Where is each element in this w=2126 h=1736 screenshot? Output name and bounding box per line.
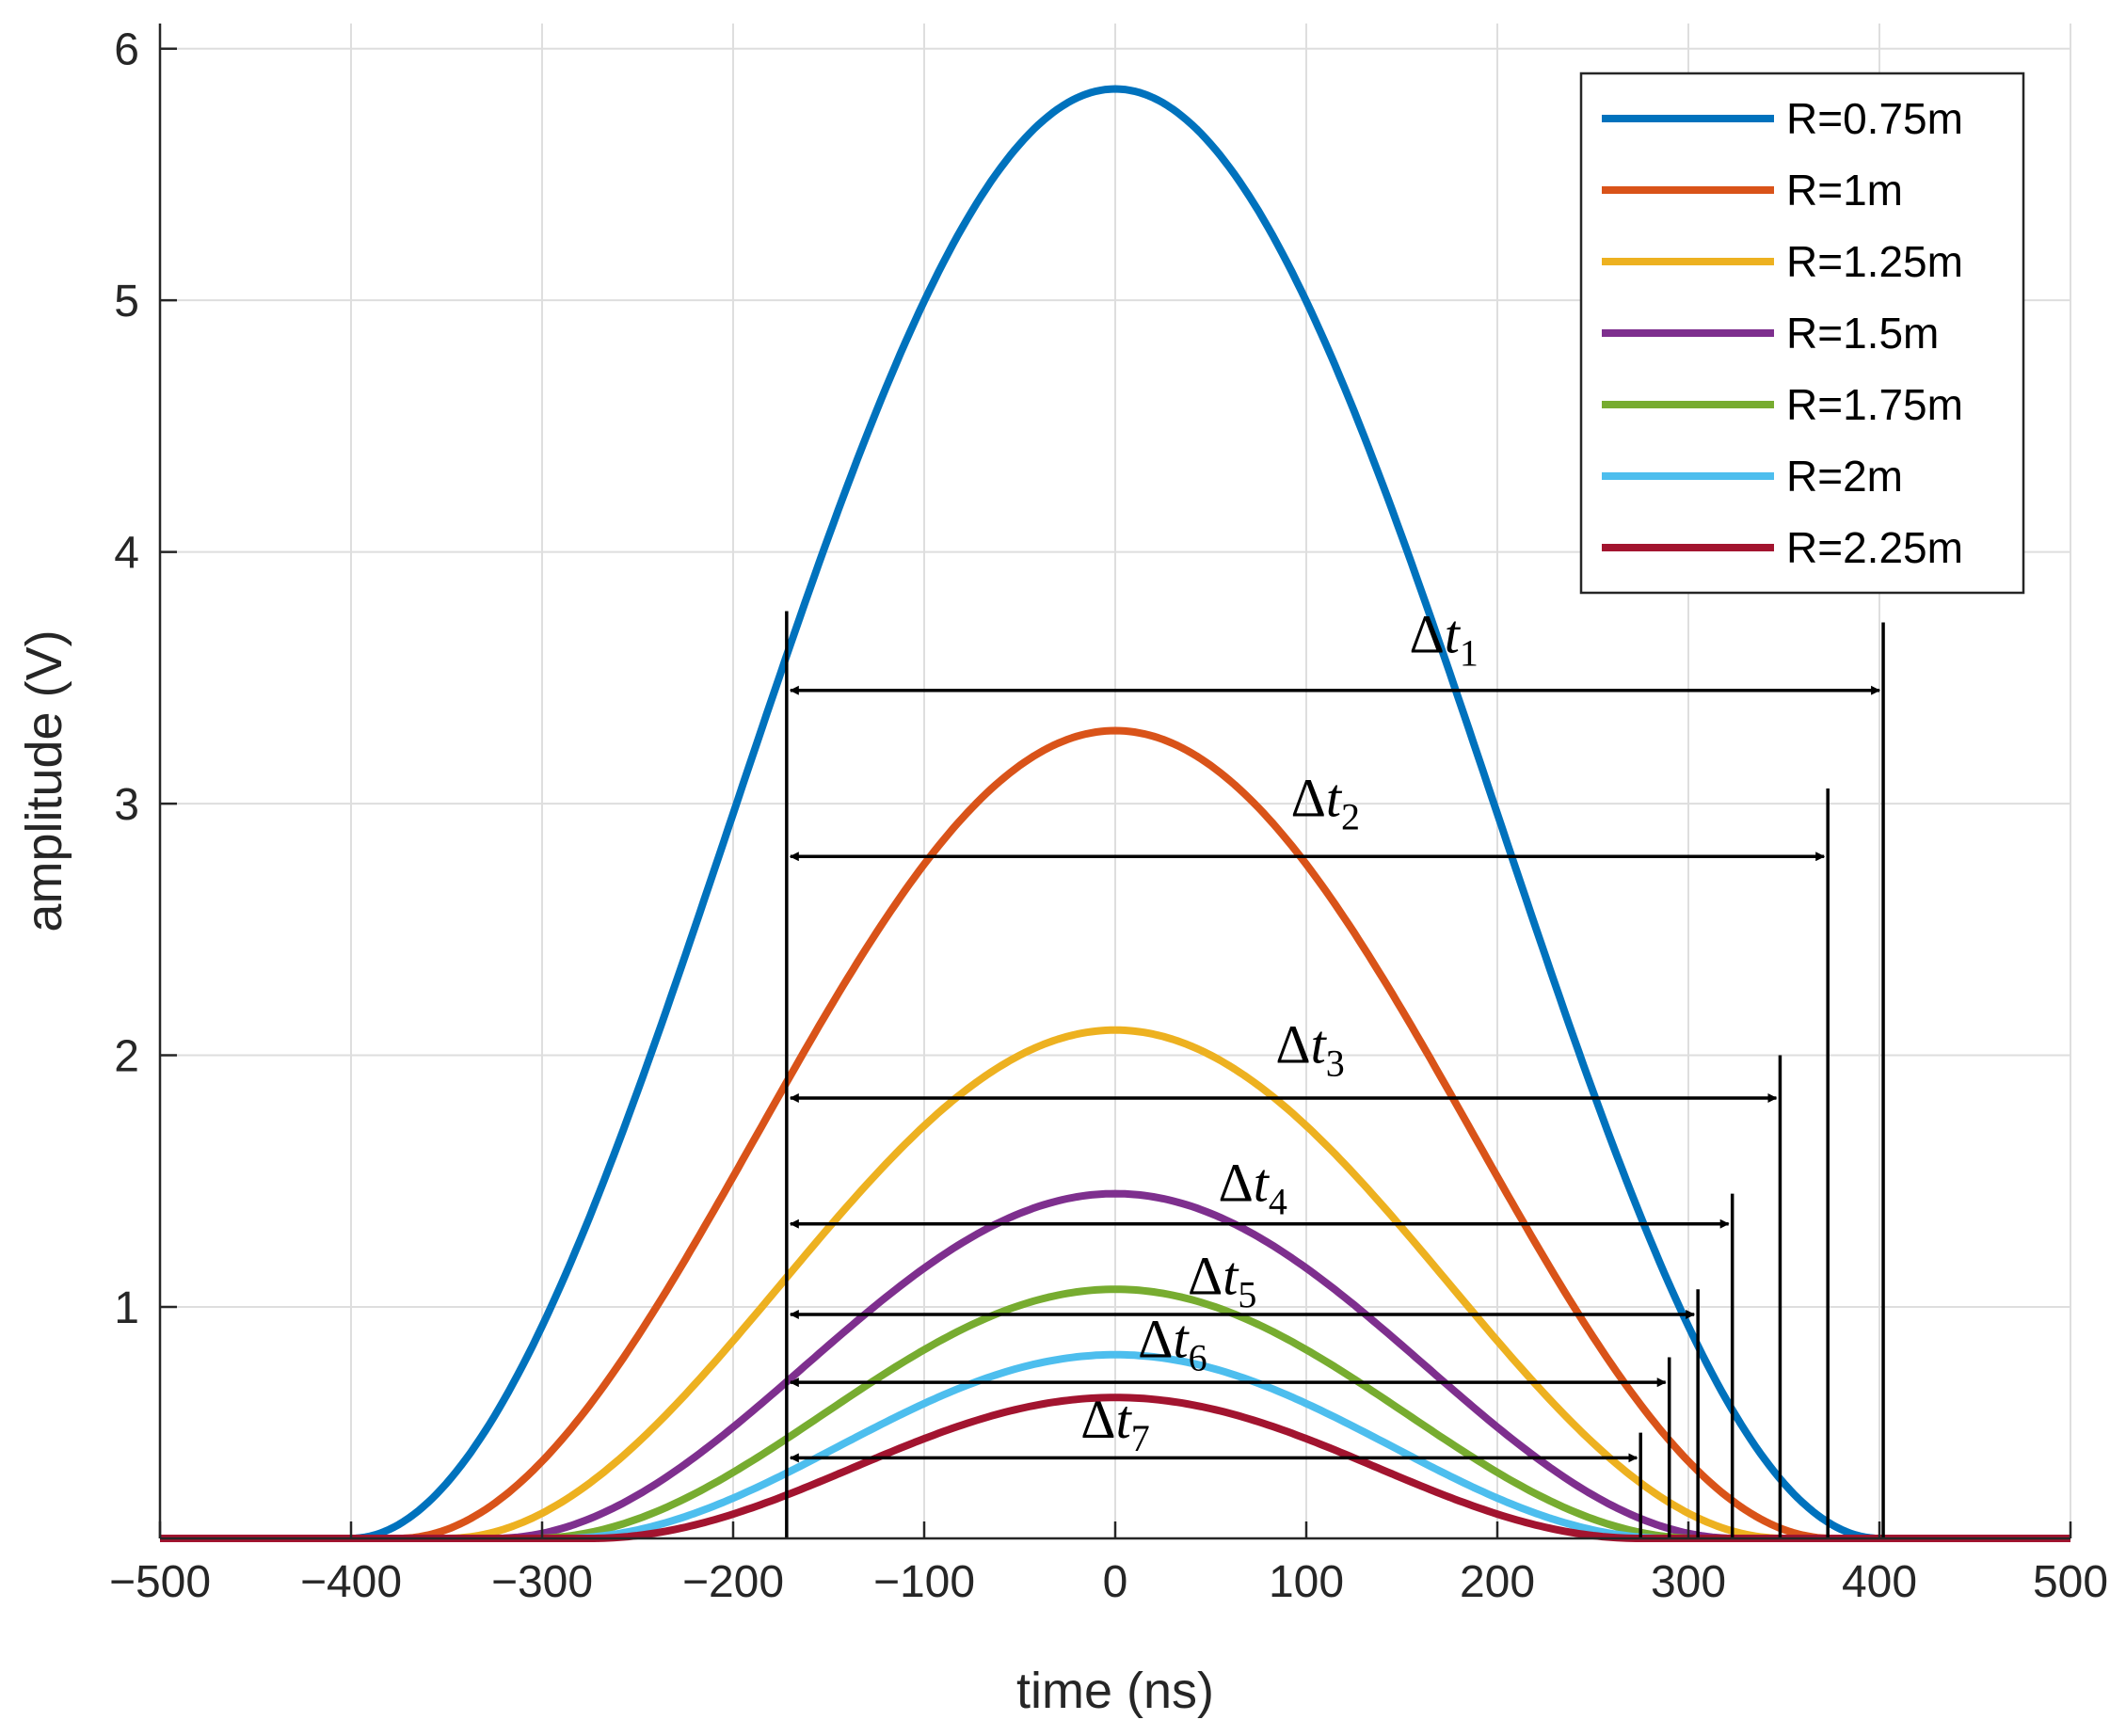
- axes: [158, 24, 2072, 1540]
- dt5-label: Δt5: [1188, 1246, 1256, 1316]
- dt7-label: Δt7: [1080, 1389, 1149, 1459]
- y-axis-label: amplitude (V): [16, 629, 72, 932]
- y-tick-label: 1: [114, 1283, 139, 1333]
- x-tick-label: 400: [1842, 1557, 1917, 1607]
- legend-label-7: R=2.25m: [1786, 523, 1963, 572]
- dt3-label: Δt3: [1275, 1014, 1344, 1085]
- dt2-label: Δt2: [1291, 767, 1360, 837]
- legend: R=0.75m R=1m R=1.25m R=1.5m R=1.75m R=2m R=2.2…: [1579, 72, 2025, 595]
- tick-labels: −500 −400 −300 −200 −100 0 100 200 300 400 500 1 2 3 4…: [109, 25, 2108, 1607]
- x-tick-label: −300: [491, 1557, 593, 1607]
- x-tick-label: 100: [1269, 1557, 1344, 1607]
- legend-label-4: R=1.5m: [1786, 309, 1939, 358]
- x-tick-label: −400: [300, 1557, 402, 1607]
- dt1-label: Δt1: [1409, 604, 1478, 675]
- x-tick-label: −500: [109, 1557, 211, 1607]
- legend-label-6: R=2m: [1786, 452, 1903, 501]
- y-tick-label: 2: [114, 1032, 139, 1082]
- x-tick-label: 0: [1103, 1557, 1128, 1607]
- x-tick-label: 300: [1651, 1557, 1726, 1607]
- y-tick-label: 3: [114, 780, 139, 830]
- dt4-label: Δt4: [1218, 1153, 1287, 1223]
- x-tick-label: 500: [2033, 1557, 2108, 1607]
- series-line-2: [160, 726, 2070, 1542]
- legend-label-2: R=1m: [1786, 166, 1903, 215]
- y-tick-label: 5: [114, 277, 139, 326]
- x-tick-label: 200: [1460, 1557, 1535, 1607]
- x-tick-label: −200: [682, 1557, 784, 1607]
- series-line-1: [160, 85, 2070, 1542]
- dt6-label: Δt6: [1138, 1308, 1207, 1378]
- legend-label-5: R=1.75m: [1786, 380, 1963, 429]
- x-axis-label: time (ns): [1016, 1663, 1214, 1719]
- legend-label-3: R=1.25m: [1786, 237, 1963, 286]
- y-tick-label: 4: [114, 529, 139, 579]
- y-tick-label: 6: [114, 25, 139, 75]
- x-tick-label: −100: [873, 1557, 975, 1607]
- legend-label-1: R=0.75m: [1786, 94, 1963, 143]
